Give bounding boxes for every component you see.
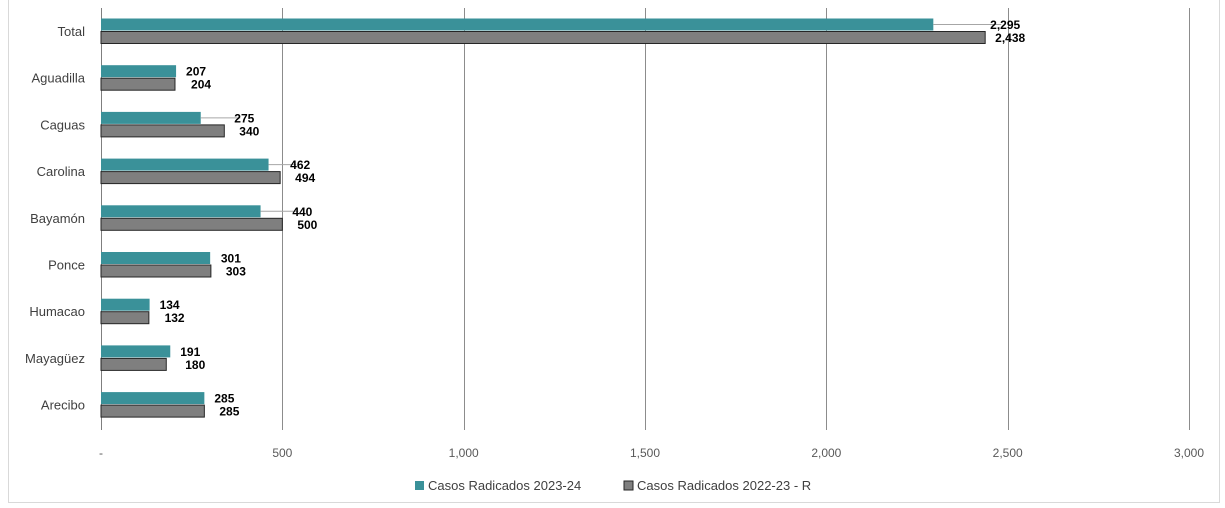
bar-2023-24 <box>101 158 269 171</box>
x-tick-label: 1,000 <box>449 446 479 460</box>
category-label: Mayagüez <box>25 351 85 366</box>
value-label: 285 <box>214 392 234 406</box>
legend-label-1: Casos Radicados 2023-24 <box>428 478 581 493</box>
category-label: Humacao <box>29 304 85 319</box>
x-tick-label: - <box>99 446 103 460</box>
value-label: 207 <box>186 65 206 79</box>
chart-frame <box>8 0 1220 503</box>
value-label: 180 <box>185 358 205 372</box>
x-tick-label: 2,500 <box>993 446 1023 460</box>
category-label: Aguadilla <box>32 71 86 86</box>
bar-2023-24 <box>101 298 150 311</box>
bar-2022-23 <box>100 31 986 44</box>
value-label: 285 <box>219 405 239 419</box>
legend-swatch-1 <box>415 481 424 490</box>
value-label: 275 <box>234 111 254 125</box>
x-tick-label: 2,000 <box>811 446 841 460</box>
bar-2023-24 <box>101 205 261 218</box>
value-label: 2,295 <box>990 18 1020 32</box>
category-label: Bayamón <box>30 211 85 226</box>
bar-2023-24 <box>101 345 171 358</box>
legend-label-2: Casos Radicados 2022-23 - R <box>637 478 811 493</box>
value-label: 191 <box>180 345 200 359</box>
bar-2022-23 <box>100 171 281 185</box>
value-label: 303 <box>226 265 246 279</box>
value-label: 462 <box>290 158 310 172</box>
category-labels: Total Aguadilla Caguas Carolina Bayamón Ponce… <box>25 24 86 413</box>
bar-2022-23 <box>100 404 205 418</box>
value-label: 494 <box>295 171 315 185</box>
x-tick-label: 500 <box>272 446 292 460</box>
value-label: 301 <box>221 252 241 266</box>
value-label: 340 <box>239 124 259 138</box>
category-label: Arecibo <box>41 398 85 413</box>
x-tick-label: 3,000 <box>1174 446 1204 460</box>
bar-2023-24 <box>101 111 201 124</box>
legend: Casos Radicados 2023-24 Casos Radicados 2… <box>415 478 811 493</box>
value-label: 2,438 <box>995 31 1025 45</box>
bar-2023-24 <box>101 18 934 31</box>
bar-2022-23 <box>100 217 283 231</box>
bar-2022-23 <box>100 357 167 371</box>
category-label: Ponce <box>48 258 85 273</box>
category-label: Carolina <box>37 164 86 179</box>
category-label: Total <box>58 24 86 39</box>
bar-2023-24 <box>101 65 177 78</box>
bar-2023-24 <box>101 392 205 405</box>
value-label: 204 <box>191 78 211 92</box>
bar-2022-23 <box>100 124 225 138</box>
bar-2023-24 <box>101 252 211 264</box>
x-tick-label: 1,500 <box>630 446 660 460</box>
bar-2022-23 <box>100 77 176 91</box>
value-label: 500 <box>297 218 317 232</box>
bar-2022-23 <box>100 264 212 278</box>
value-label: 132 <box>165 311 185 325</box>
value-label: 440 <box>292 205 312 219</box>
value-label: 134 <box>160 298 180 312</box>
x-axis-ticks: - 500 1,000 1,500 2,000 2,500 3,000 <box>99 446 1204 460</box>
legend-swatch-2 <box>623 480 634 491</box>
bar-2022-23 <box>100 311 150 325</box>
category-label: Caguas <box>40 117 85 132</box>
